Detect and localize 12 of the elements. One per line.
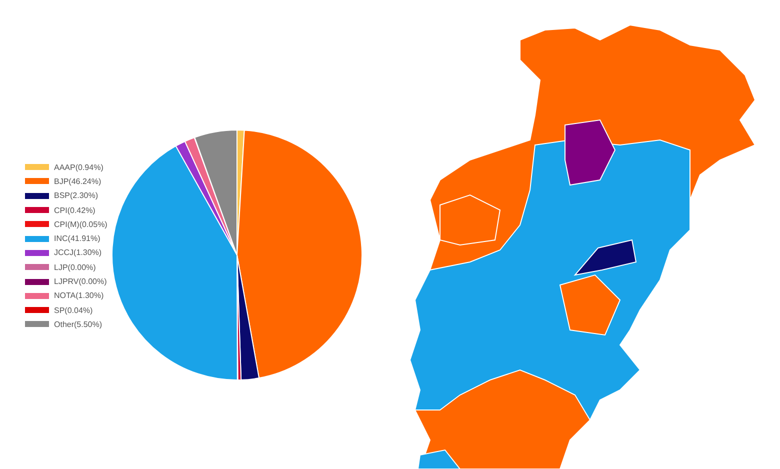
- legend-label: CPI(0.42%): [54, 206, 96, 215]
- legend-label: AAAP(0.94%): [54, 162, 104, 172]
- legend-label: BSP(2.30%): [54, 191, 98, 200]
- legend-label: LJP(0.00%): [54, 262, 96, 272]
- legend-label: CPI(M)(0.05%): [54, 220, 108, 229]
- legend-label: Other(5.50%): [54, 320, 102, 329]
- legend-label: INC(41.91%): [54, 234, 100, 244]
- legend-label: JCCJ(1.30%): [54, 248, 102, 258]
- legend-label: LJPRV(0.00%): [54, 277, 107, 286]
- legend-label: SP(0.04%): [54, 306, 93, 315]
- legend-label: NOTA(1.30%): [54, 291, 104, 300]
- legend-label: BJP(46.24%): [54, 176, 102, 186]
